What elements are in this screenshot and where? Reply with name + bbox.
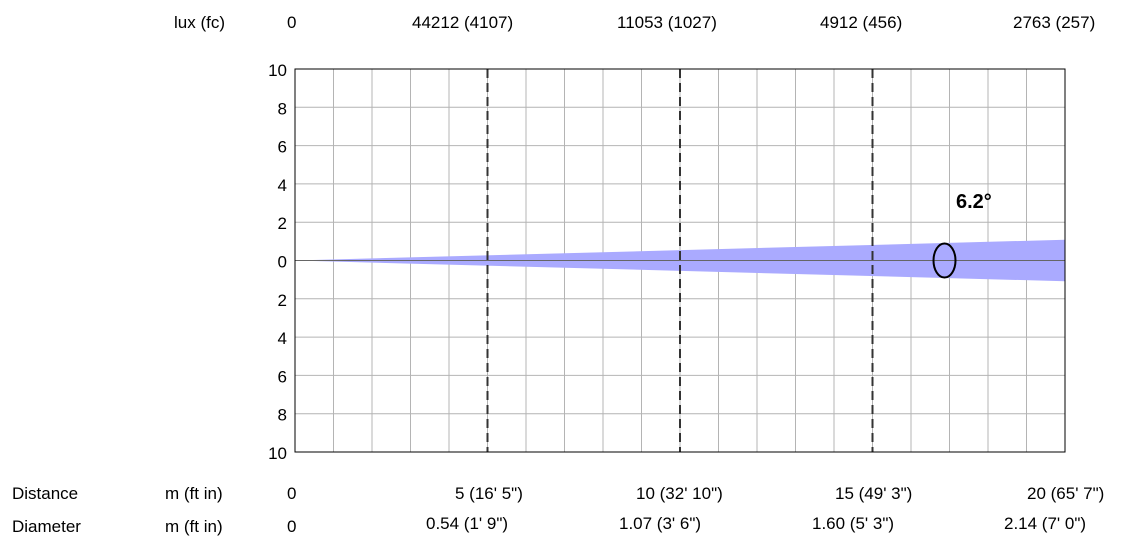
y-tick-label: 4 (278, 329, 287, 348)
diameter-value-2: 1.07 (3' 6") (619, 514, 701, 533)
diameter-value-3: 1.60 (5' 3") (812, 514, 894, 533)
lux-value-4: 2763 (257) (1013, 13, 1095, 32)
distance-value-0: 0 (287, 484, 296, 503)
distance-value-1: 5 (16' 5") (455, 484, 523, 503)
distance-value-4: 20 (65' 7") (1027, 484, 1104, 503)
diameter-row-unit: m (ft in) (165, 517, 223, 536)
y-tick-label: 8 (278, 99, 287, 118)
diameter-value-4: 2.14 (7' 0") (1004, 514, 1086, 533)
distance-row-label: Distance (12, 484, 78, 503)
y-tick-label: 6 (278, 138, 287, 157)
y-tick-label: 2 (278, 214, 287, 233)
diameter-value-1: 0.54 (1' 9") (426, 514, 508, 533)
y-tick-label: 10 (268, 61, 287, 80)
y-tick-label: 10 (268, 444, 287, 463)
lux-value-0: 0 (287, 13, 296, 32)
distance-value-2: 10 (32' 10") (636, 484, 723, 503)
distance-value-3: 15 (49' 3") (835, 484, 912, 503)
distance-markers (486, 69, 874, 452)
diameter-value-0: 0 (287, 517, 296, 536)
diameter-row-label: Diameter (12, 517, 81, 536)
y-tick-labels: 10 8 6 4 2 0 2 4 6 8 10 (268, 61, 287, 463)
lux-value-3: 4912 (456) (820, 13, 902, 32)
y-tick-label: 2 (278, 291, 287, 310)
y-tick-label: 0 (278, 253, 287, 272)
lux-row-label: lux (fc) (174, 13, 225, 32)
y-tick-label: 8 (278, 406, 287, 425)
lux-value-1: 44212 (4107) (412, 13, 513, 32)
distance-row-unit: m (ft in) (165, 484, 223, 503)
plot-frame (294, 68, 1066, 453)
y-tick-label: 6 (278, 367, 287, 386)
lux-value-2: 11053 (1027) (617, 13, 717, 32)
beam-angle-marker (932, 242, 957, 279)
beam-angle-label: 6.2° (956, 191, 992, 213)
y-tick-label: 4 (278, 176, 287, 195)
